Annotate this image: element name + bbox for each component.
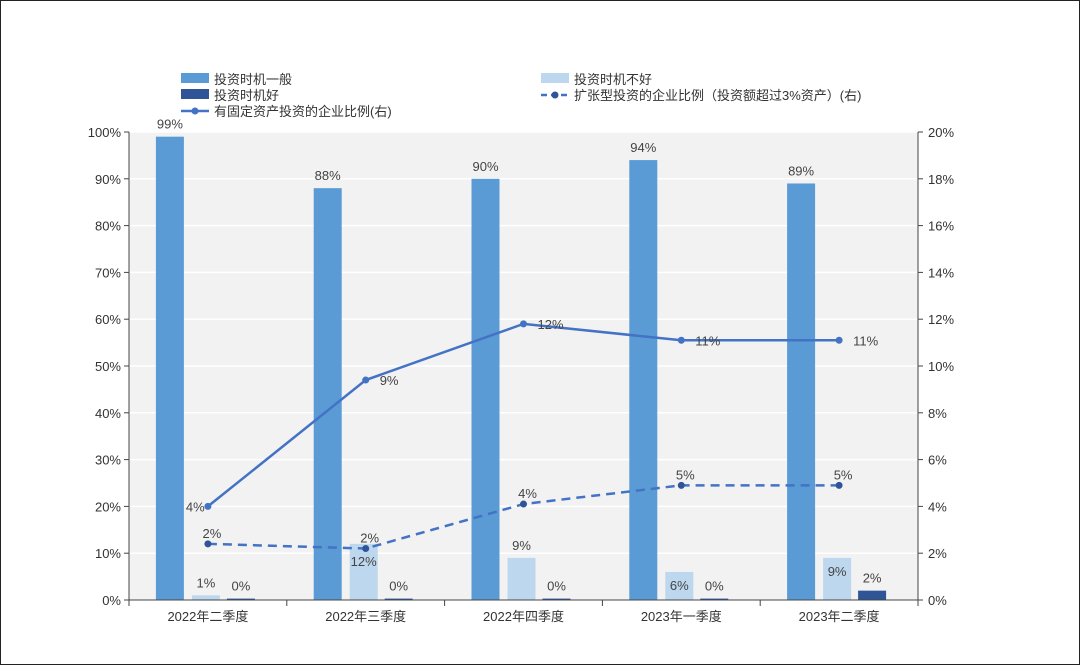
x-tick-label: 2023年一季度 xyxy=(641,609,722,624)
legend-label: 扩张型投资的企业比例（投资额超过3%资产）(右) xyxy=(574,88,861,103)
bar xyxy=(349,543,378,600)
x-tick-label: 2022年四季度 xyxy=(483,609,564,624)
right-tick-label: 18% xyxy=(928,172,954,187)
data-label: 94% xyxy=(630,140,656,155)
line-point xyxy=(204,540,212,548)
bar xyxy=(507,557,536,600)
bar xyxy=(665,571,694,600)
line-point xyxy=(835,336,843,344)
bar xyxy=(191,595,220,600)
left-tick-label: 70% xyxy=(95,265,121,280)
line-data-label: 12% xyxy=(538,317,564,332)
x-tick-label: 2022年三季度 xyxy=(325,609,406,624)
bar xyxy=(226,598,255,600)
line-data-label: 4% xyxy=(186,499,205,514)
line-point xyxy=(204,502,212,510)
x-tick-label: 2022年二季度 xyxy=(167,609,248,624)
left-tick-label: 80% xyxy=(95,219,121,234)
right-tick-label: 6% xyxy=(928,453,947,468)
right-tick-label: 8% xyxy=(928,406,947,421)
left-tick-label: 60% xyxy=(95,312,121,327)
bar xyxy=(155,136,184,600)
line-data-label: 2% xyxy=(203,526,222,541)
line-point xyxy=(677,336,685,344)
left-tick-label: 30% xyxy=(95,453,121,468)
legend-marker xyxy=(551,91,559,99)
legend-swatch xyxy=(181,89,209,99)
line-data-label: 9% xyxy=(380,373,399,388)
left-tick-label: 10% xyxy=(95,546,121,561)
data-label: 90% xyxy=(472,159,498,174)
bar xyxy=(471,178,500,601)
bar xyxy=(787,183,816,601)
legend-label: 有固定资产投资的企业比例(右) xyxy=(214,104,392,119)
data-label: 0% xyxy=(389,579,408,594)
data-label: 89% xyxy=(788,163,814,178)
right-tick-label: 2% xyxy=(928,546,947,561)
line-point xyxy=(520,500,527,508)
left-tick-label: 90% xyxy=(95,172,121,187)
left-tick-label: 100% xyxy=(88,125,122,140)
left-tick-label: 40% xyxy=(95,406,121,421)
legend-label: 投资时机一般 xyxy=(214,72,292,87)
right-tick-label: 10% xyxy=(928,359,954,374)
data-label: 2% xyxy=(863,571,882,586)
bar xyxy=(823,557,852,600)
left-tick-label: 0% xyxy=(102,593,121,608)
data-label: 6% xyxy=(670,578,689,593)
line-data-label: 4% xyxy=(518,486,537,501)
legend-marker xyxy=(191,107,199,115)
bar xyxy=(700,598,729,600)
line-point xyxy=(835,481,843,489)
bar xyxy=(629,160,658,600)
data-label: 9% xyxy=(512,538,531,553)
data-label: 12% xyxy=(351,554,377,569)
data-label: 9% xyxy=(828,564,847,579)
legend-swatch xyxy=(541,73,569,83)
right-tick-label: 14% xyxy=(928,265,954,280)
data-label: 88% xyxy=(315,168,341,183)
line-data-label: 11% xyxy=(853,333,878,348)
data-label: 0% xyxy=(232,579,251,594)
right-tick-label: 0% xyxy=(928,593,947,608)
line-point xyxy=(520,320,527,328)
left-tick-label: 50% xyxy=(95,359,121,374)
line-data-label: 11% xyxy=(695,333,720,348)
data-label: 0% xyxy=(705,579,724,594)
line-point xyxy=(677,481,685,489)
right-tick-label: 12% xyxy=(928,312,954,327)
legend-label: 投资时机好 xyxy=(214,88,279,103)
data-label: 99% xyxy=(157,117,183,132)
bar xyxy=(313,188,342,600)
data-label: 0% xyxy=(547,579,566,594)
right-tick-label: 16% xyxy=(928,219,954,234)
bar xyxy=(542,598,571,600)
data-label: 1% xyxy=(197,575,216,590)
line-point xyxy=(362,376,370,384)
legend-label: 投资时机不好 xyxy=(574,72,652,87)
line-data-label: 5% xyxy=(834,467,853,482)
right-tick-label: 4% xyxy=(928,499,947,514)
line-data-label: 2% xyxy=(360,531,379,546)
line-point xyxy=(362,545,370,553)
x-tick-label: 2023年二季度 xyxy=(799,609,880,624)
bar xyxy=(858,590,887,600)
bar xyxy=(384,598,413,600)
right-tick-label: 20% xyxy=(928,125,954,140)
legend-swatch xyxy=(181,73,209,83)
line-data-label: 5% xyxy=(676,467,695,482)
left-tick-label: 20% xyxy=(95,499,121,514)
